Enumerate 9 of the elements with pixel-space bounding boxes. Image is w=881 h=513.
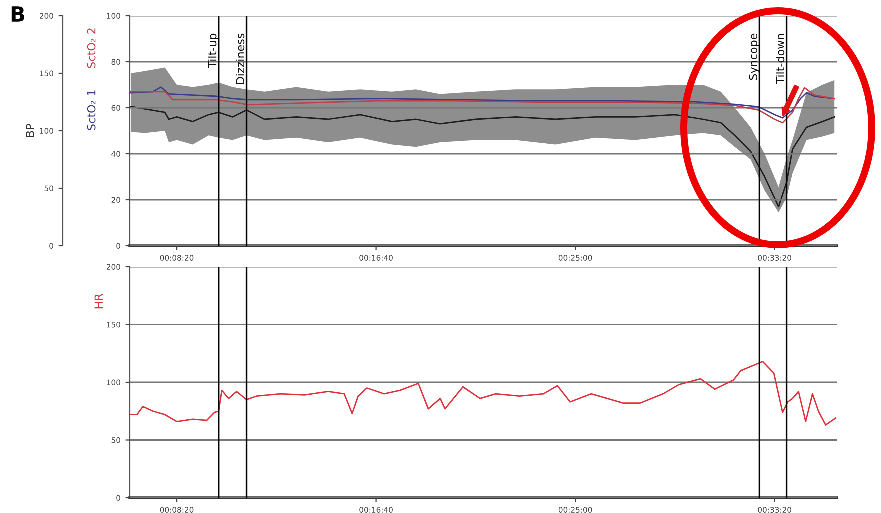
ref-line-label: Dizziness xyxy=(236,34,245,84)
y-axis-title: HR xyxy=(94,294,103,309)
ref-line-label: Syncope xyxy=(749,34,760,80)
text: SctO₂ 2 xyxy=(87,28,96,68)
text: B xyxy=(12,6,24,22)
y2-axis-title: BP xyxy=(26,124,34,138)
ref-line-label: Tilt-down xyxy=(776,34,785,84)
text: SctO₂ 1 xyxy=(87,90,96,130)
ref-line-label: Tilt-up xyxy=(208,34,219,68)
